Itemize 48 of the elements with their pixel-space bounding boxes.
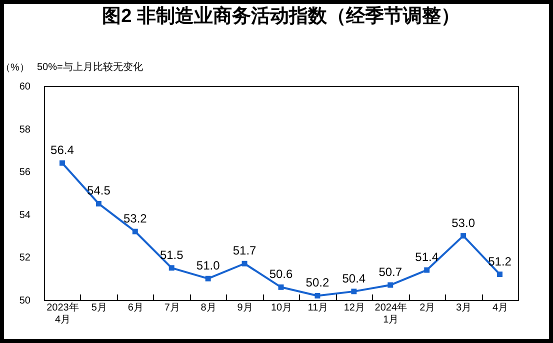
- x-tick-label: 12月: [344, 302, 365, 314]
- x-tick-label: 5月: [91, 302, 107, 314]
- x-tick-label: 4月: [492, 302, 508, 314]
- point: [351, 288, 357, 294]
- point: [388, 282, 394, 288]
- data-label: 51.2: [488, 254, 512, 268]
- data-label: 51.4: [415, 250, 439, 264]
- y-tick-label: 50: [19, 296, 31, 306]
- x-tick-label: 6月: [128, 302, 144, 314]
- text: 50%=与上月比较无变化: [37, 61, 143, 73]
- x-tick-label: 11月: [308, 302, 328, 314]
- point: [132, 228, 138, 234]
- x-tick-label: 9月: [237, 302, 253, 314]
- y-tick-label: 58: [19, 124, 31, 136]
- data-label: 50.6: [269, 267, 293, 282]
- data-label: 53.2: [123, 212, 148, 226]
- data-label: 51.5: [160, 248, 184, 262]
- x-tick-label: 2024年 1月: [374, 302, 408, 326]
- point: [59, 160, 65, 166]
- point: [205, 276, 211, 282]
- point: [168, 265, 174, 271]
- data-label: 50.2: [306, 276, 330, 290]
- chart-title: 图2 非制造业商务活动指数（经季节调整）: [102, 5, 460, 27]
- y-tick-label: 52: [19, 252, 31, 264]
- x-tick-label: 7月: [164, 302, 180, 314]
- data-label: 56.4: [50, 143, 74, 158]
- x-tick-label: 2月: [420, 302, 436, 314]
- data-label: 54.5: [87, 184, 111, 198]
- y-tick-label: 60: [19, 82, 31, 92]
- data-label: 51.0: [196, 258, 220, 273]
- x-tick-label: 2023年 4月: [46, 302, 79, 326]
- point: [460, 233, 466, 239]
- data-label: 50.7: [378, 265, 402, 280]
- point: [96, 200, 102, 206]
- data-label: 51.7: [232, 244, 257, 258]
- data-label: 53.0: [452, 216, 476, 230]
- data-label: 50.4: [342, 271, 366, 286]
- x-tick-label: 10月: [270, 302, 292, 314]
- point: [314, 292, 320, 298]
- x-tick-label: 8月: [200, 302, 216, 314]
- x-tick-label: 3月: [456, 302, 472, 314]
- point: [424, 267, 430, 273]
- y-tick-label: 56: [19, 167, 31, 178]
- point: [278, 284, 284, 290]
- point: [497, 272, 503, 278]
- point: [242, 260, 248, 266]
- y-tick-label: 54: [19, 210, 31, 221]
- y-axis-title: （%）: [0, 62, 30, 74]
